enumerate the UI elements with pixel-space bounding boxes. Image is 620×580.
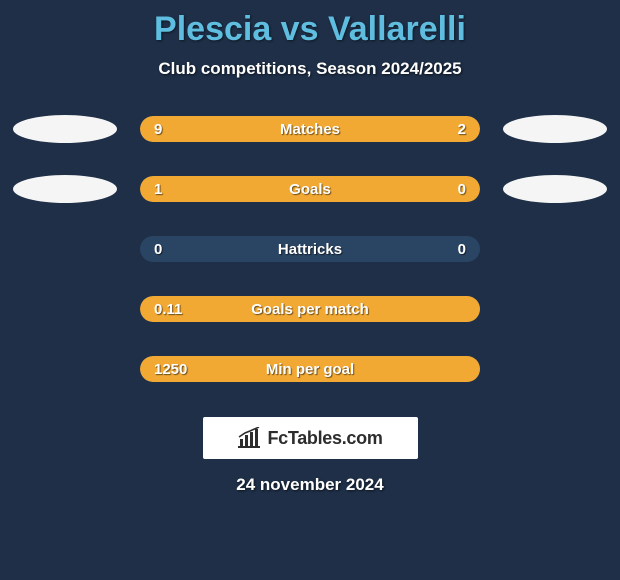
player-right-ellipse [503,115,607,143]
bar-chart-icon [237,427,261,449]
stat-label: Matches [140,116,480,142]
stat-row: 0.11Goals per match [0,289,620,329]
left-ellipse-slot [10,349,120,389]
player-right-ellipse [503,175,607,203]
left-ellipse-slot [10,289,120,329]
stat-bar: 0.11Goals per match [140,296,480,322]
player-left-ellipse [13,115,117,143]
left-ellipse-slot [10,169,120,209]
stat-right-value: 0 [458,236,466,262]
right-ellipse-slot [500,289,610,329]
stat-bar: 1Goals0 [140,176,480,202]
stat-label: Hattricks [140,236,480,262]
page-title: Plescia vs Vallarelli [0,0,620,49]
right-ellipse-slot [500,169,610,209]
stat-row: 1Goals0 [0,169,620,209]
stat-bar: 9Matches2 [140,116,480,142]
stat-row: 1250Min per goal [0,349,620,389]
stat-right-value: 2 [458,116,466,142]
stat-label: Min per goal [140,356,480,382]
logo-text: FcTables.com [267,428,382,449]
right-ellipse-slot [500,229,610,269]
stat-bar: 0Hattricks0 [140,236,480,262]
comparison-infographic: Plescia vs Vallarelli Club competitions,… [0,0,620,580]
left-ellipse-slot [10,109,120,149]
stat-bar: 1250Min per goal [140,356,480,382]
stat-right-value: 0 [458,176,466,202]
stat-label: Goals [140,176,480,202]
stat-row: 9Matches2 [0,109,620,149]
player-left-ellipse [13,175,117,203]
page-subtitle: Club competitions, Season 2024/2025 [0,59,620,79]
logo-box: FcTables.com [203,417,418,459]
stats-block: 9Matches21Goals00Hattricks00.11Goals per… [0,109,620,389]
date-line: 24 november 2024 [0,475,620,495]
stat-row: 0Hattricks0 [0,229,620,269]
right-ellipse-slot [500,109,610,149]
right-ellipse-slot [500,349,610,389]
stat-label: Goals per match [140,296,480,322]
left-ellipse-slot [10,229,120,269]
